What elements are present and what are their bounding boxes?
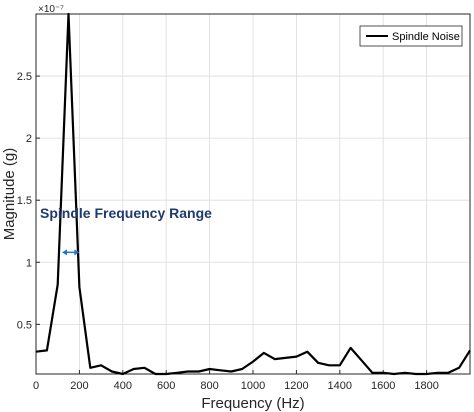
legend: Spindle Noise <box>360 26 462 46</box>
axis-ticks: 0 200 400 600 800 1000 1200 1400 1600 1800 0.5 1 1.5… <box>17 71 439 392</box>
grid-lines <box>36 14 470 374</box>
arrow-head-left-icon <box>62 249 67 255</box>
y-axis-label: Magnitude (g) <box>1 148 18 241</box>
x-tick-label: 1000 <box>241 380 265 392</box>
x-tick-label: 1400 <box>328 380 352 392</box>
x-tick-label: 800 <box>200 380 218 392</box>
x-tick-label: 1800 <box>414 380 438 392</box>
x-axis-label: Frequency (Hz) <box>201 395 304 412</box>
annotation: Spindle Frequency Range <box>40 205 212 255</box>
x-tick-label: 400 <box>114 380 132 392</box>
annotation-label: Spindle Frequency Range <box>40 205 212 221</box>
x-tick-label: 200 <box>70 380 88 392</box>
x-tick-label: 1600 <box>371 380 395 392</box>
y-tick-label: 2 <box>26 133 32 145</box>
x-tick-label: 0 <box>33 380 39 392</box>
y-tick-label: 1.5 <box>17 195 32 207</box>
x-tick-label: 1200 <box>284 380 308 392</box>
y-axis-exponent: ×10⁻⁷ <box>38 4 64 15</box>
y-tick-label: 1 <box>26 257 32 269</box>
y-tick-label: 2.5 <box>17 71 32 83</box>
legend-entry-spindle-noise: Spindle Noise <box>392 31 460 43</box>
y-tick-label: 0.5 <box>17 319 32 331</box>
x-tick-label: 600 <box>157 380 175 392</box>
